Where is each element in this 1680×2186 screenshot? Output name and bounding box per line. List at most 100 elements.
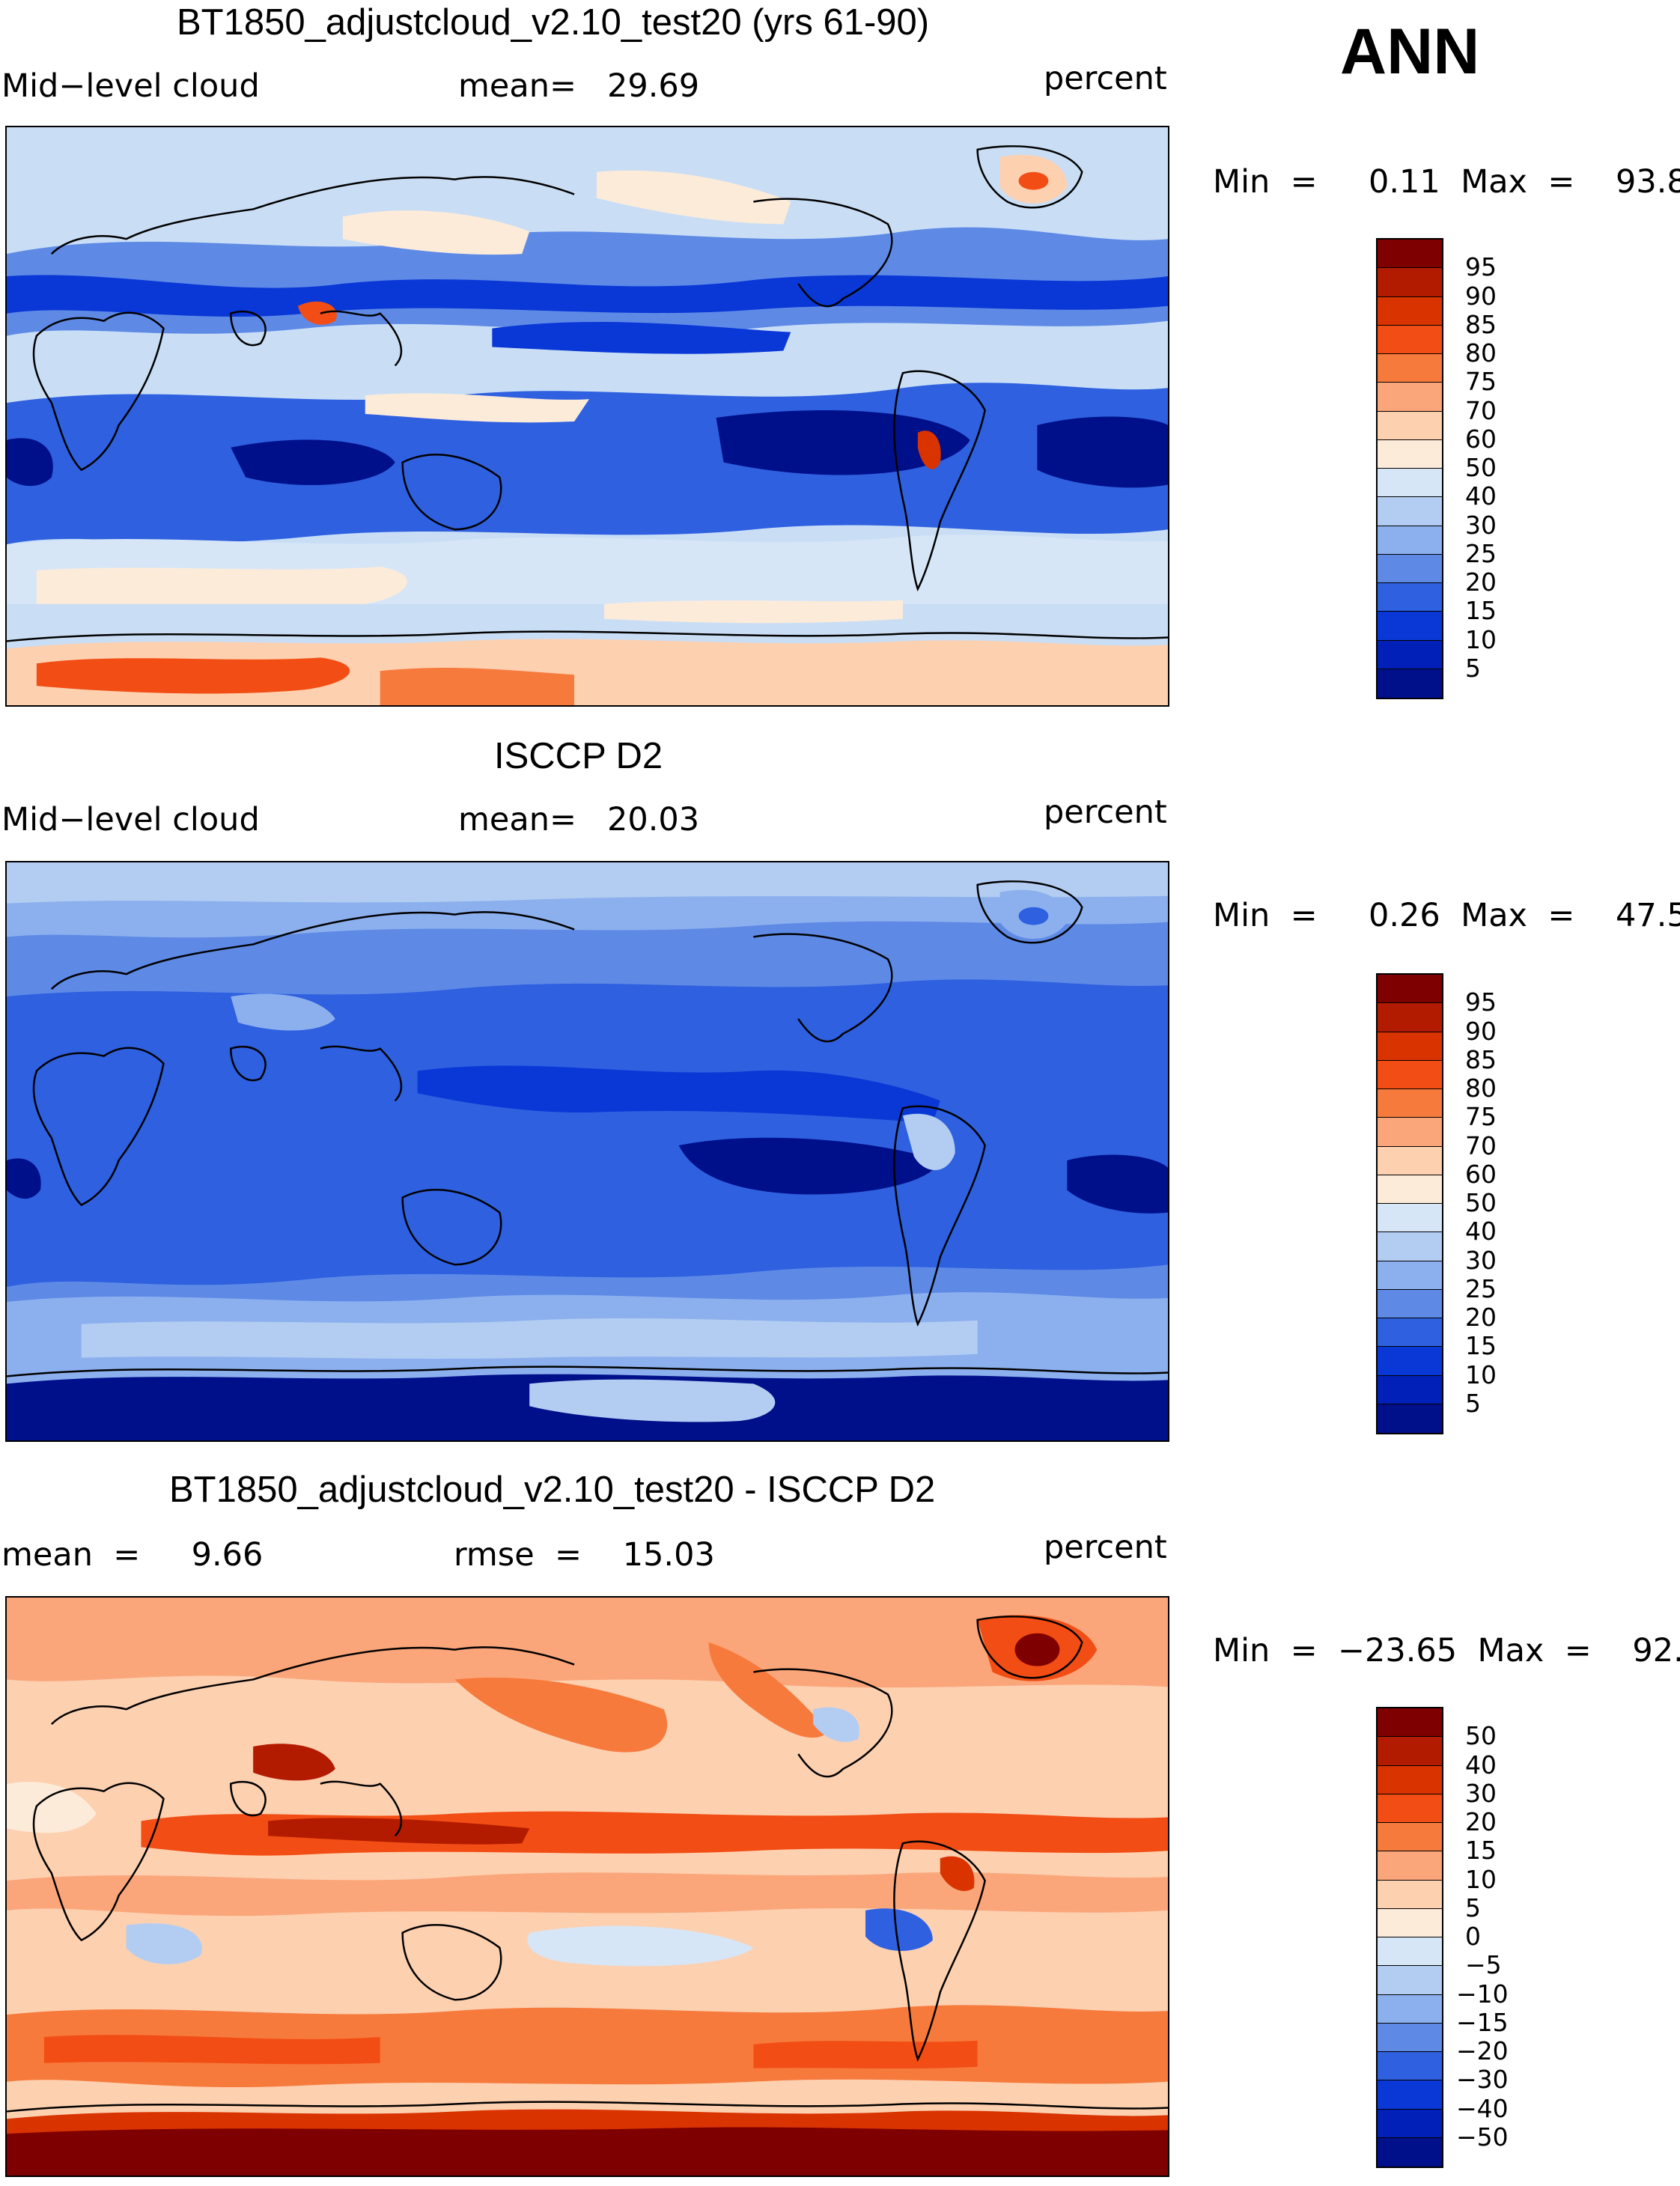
colorbar-swatch	[1378, 1232, 1442, 1261]
colorbar-tick-label: −5	[1465, 1950, 1502, 1980]
colorbar-tick-label: 95	[1465, 987, 1497, 1017]
panel-2-variable-label: Mid−level cloud	[1, 801, 260, 838]
colorbar-swatch	[1378, 497, 1442, 526]
colorbar-tick-label: 90	[1465, 281, 1497, 311]
panel-1-title: BT1850_adjustcloud_v2.10_test20 (yrs 61-…	[177, 2, 930, 43]
colorbar-swatch	[1378, 1966, 1442, 1995]
colorbar-tick-label: 80	[1465, 1074, 1497, 1103]
colorbar-swatch	[1378, 469, 1442, 498]
colorbar-swatch	[1378, 1032, 1442, 1061]
panel-2-map	[5, 861, 1169, 1442]
colorbar-tick-label: 80	[1465, 338, 1497, 368]
panel-2-units-label: percent	[1044, 794, 1167, 831]
panel-3-units-label: percent	[1044, 1529, 1167, 1566]
colorbar-tick-label: 60	[1465, 424, 1497, 454]
colorbar-tick-label: 60	[1465, 1159, 1497, 1189]
colorbar-swatch	[1378, 1060, 1442, 1089]
colorbar-swatch	[1378, 1089, 1442, 1118]
colorbar-swatch	[1378, 583, 1442, 612]
colorbar-swatch	[1378, 296, 1442, 326]
colorbar-tick-label: 75	[1465, 1102, 1497, 1132]
colorbar-tick-label: 5	[1465, 653, 1481, 683]
colorbar-tick-label: 50	[1465, 1721, 1497, 1751]
colorbar-swatch	[1378, 1347, 1442, 1376]
colorbar-tick-label: 50	[1465, 453, 1497, 482]
colorbar-swatch	[1378, 1708, 1442, 1738]
colorbar-swatch	[1378, 325, 1442, 354]
colorbar-swatch	[1378, 1880, 1442, 1909]
colorbar-swatch	[1378, 411, 1442, 440]
colorbar-swatch	[1378, 1003, 1442, 1032]
panel-3-colorbar	[1376, 1707, 1443, 2168]
panel-1-minmax: Min = 0.11 Max = 93.83	[1213, 163, 1680, 201]
colorbar-swatch	[1378, 1318, 1442, 1348]
colorbar-tick-label: 10	[1465, 624, 1497, 654]
colorbar-swatch	[1378, 1146, 1442, 1175]
panel-2-contour-field	[7, 862, 1168, 1440]
colorbar-tick-label: 5	[1465, 1388, 1481, 1418]
panel-1-colorbar-labels: 95 90 85 80 75 70 60 50 40 30 25 20 15 10 5	[1456, 238, 1546, 699]
colorbar-tick-label: 50	[1465, 1188, 1497, 1217]
panel-2-colorbar-labels: 95 90 85 80 75 70 60 50 40 30 25 20 15 10 5	[1456, 973, 1546, 1434]
colorbar-tick-label: 85	[1465, 309, 1497, 339]
colorbar-tick-label: 70	[1465, 395, 1497, 425]
panel-3-minmax: Min = −23.65 Max = 92.53	[1213, 1632, 1680, 1669]
panel-1-units-label: percent	[1044, 60, 1167, 97]
colorbar-swatch	[1378, 439, 1442, 469]
panel-1-contour-field	[7, 127, 1168, 705]
colorbar-swatch	[1378, 1765, 1442, 1794]
colorbar-tick-label: −30	[1456, 2065, 1509, 2095]
colorbar-swatch	[1378, 383, 1442, 412]
colorbar-tick-label: −50	[1456, 2122, 1509, 2152]
colorbar-swatch	[1378, 2023, 1442, 2052]
colorbar-swatch	[1378, 1118, 1442, 1147]
season-label: ANN	[1340, 16, 1480, 88]
colorbar-swatch	[1378, 1908, 1442, 1937]
colorbar-swatch	[1378, 554, 1442, 583]
colorbar-swatch	[1378, 240, 1442, 269]
panel-3-mean-label: mean = 9.66	[1, 1536, 264, 1574]
colorbar-tick-label: 30	[1465, 510, 1497, 540]
colorbar-swatch	[1378, 1823, 1442, 1852]
panel-2-minmax: Min = 0.26 Max = 47.53	[1213, 897, 1680, 934]
colorbar-tick-label: 40	[1465, 481, 1497, 511]
colorbar-swatch	[1378, 2052, 1442, 2081]
colorbar-tick-label: 25	[1465, 1273, 1497, 1303]
panel-3-rmse-label: rmse = 15.03	[454, 1536, 715, 1574]
panel-2-colorbar	[1376, 973, 1443, 1434]
colorbar-swatch	[1378, 1375, 1442, 1404]
colorbar-tick-label: 40	[1465, 1217, 1497, 1246]
panel-1-mean-label: mean= 29.69	[458, 67, 700, 105]
colorbar-tick-label: −20	[1456, 2036, 1509, 2065]
colorbar-swatch	[1378, 2137, 1442, 2167]
colorbar-tick-label: 10	[1465, 1864, 1497, 1894]
panel-1-map	[5, 126, 1169, 707]
colorbar-swatch	[1378, 354, 1442, 383]
colorbar-swatch	[1378, 1851, 1442, 1881]
colorbar-tick-label: 90	[1465, 1016, 1497, 1046]
colorbar-swatch	[1378, 612, 1442, 641]
panel-1-colorbar	[1376, 238, 1443, 699]
colorbar-tick-label: 75	[1465, 367, 1497, 397]
colorbar-swatch	[1378, 526, 1442, 555]
colorbar-swatch	[1378, 1204, 1442, 1233]
panel-3-colorbar-labels: 50 40 30 20 15 10 5 0 −5 −10 −15 −20 −30 −40 −50	[1456, 1707, 1553, 2168]
colorbar-tick-label: −10	[1456, 1979, 1509, 2009]
panel-1-variable-label: Mid−level cloud	[1, 67, 260, 105]
colorbar-swatch	[1378, 2109, 1442, 2138]
colorbar-swatch	[1378, 640, 1442, 669]
colorbar-swatch	[1378, 1737, 1442, 1766]
colorbar-tick-label: 15	[1465, 1836, 1497, 1866]
colorbar-swatch	[1378, 1261, 1442, 1290]
colorbar-swatch	[1378, 1994, 1442, 2024]
colorbar-swatch	[1378, 975, 1442, 1004]
panel-2-mean-label: mean= 20.03	[458, 801, 700, 838]
colorbar-tick-label: 20	[1465, 567, 1497, 597]
colorbar-tick-label: 30	[1465, 1245, 1497, 1275]
colorbar-tick-label: 5	[1465, 1893, 1481, 1922]
colorbar-tick-label: 25	[1465, 538, 1497, 568]
colorbar-swatch	[1378, 669, 1442, 698]
colorbar-tick-label: 85	[1465, 1044, 1497, 1074]
colorbar-tick-label: 15	[1465, 1331, 1497, 1361]
colorbar-tick-label: 15	[1465, 596, 1497, 626]
